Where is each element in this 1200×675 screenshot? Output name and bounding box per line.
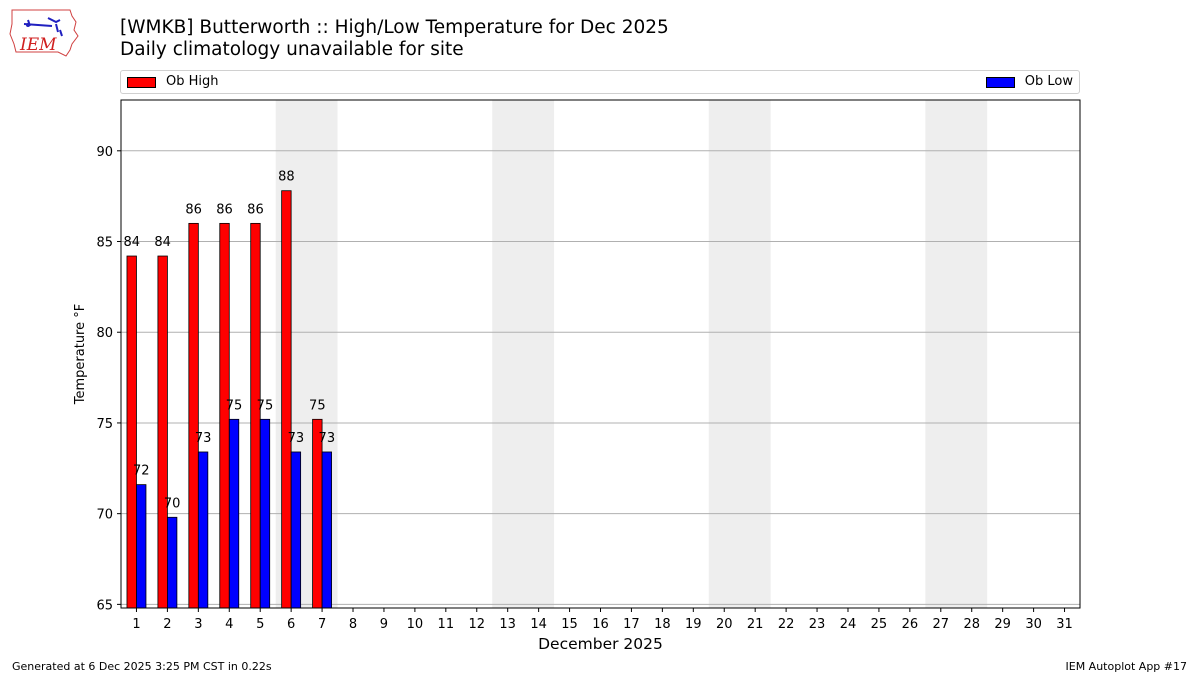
footer-app: IEM Autoplot App #17 xyxy=(1065,660,1188,673)
bar-low xyxy=(197,451,209,609)
x-tick-label: 25 xyxy=(871,617,888,632)
bar-high-label: 75 xyxy=(309,398,326,413)
bar-high-label: 88 xyxy=(278,170,295,185)
x-tick-label: 10 xyxy=(407,617,424,632)
x-tick-label: 23 xyxy=(809,617,826,632)
legend-item-high: Ob High xyxy=(127,75,219,89)
x-tick-label: 24 xyxy=(840,617,857,632)
x-tick-label: 5 xyxy=(256,617,264,632)
bar-low-label: 75 xyxy=(226,398,243,413)
x-tick-label: 7 xyxy=(318,617,326,632)
x-tick-label: 22 xyxy=(778,617,795,632)
bar-low xyxy=(321,451,332,609)
bar-high xyxy=(281,190,292,609)
x-tick-label: 12 xyxy=(468,617,485,632)
x-tick-label: 8 xyxy=(349,617,357,632)
y-tick-label: 65 xyxy=(96,598,113,613)
legend-item-low: Ob Low xyxy=(985,74,1073,89)
bar-high-label: 86 xyxy=(247,202,264,217)
x-tick-label: 2 xyxy=(163,617,171,632)
bar-high-label: 84 xyxy=(123,235,140,250)
x-tick-label: 14 xyxy=(530,617,547,632)
x-tick-label: 17 xyxy=(623,617,640,632)
x-tick-label: 19 xyxy=(685,617,702,632)
x-tick-label: 28 xyxy=(963,617,980,632)
bar-low xyxy=(167,516,178,609)
bar-high xyxy=(126,255,137,609)
x-axis-label: December 2025 xyxy=(538,635,663,653)
title-line-1: [WMKB] Butterworth :: High/Low Temperatu… xyxy=(120,17,669,38)
x-tick-label: 27 xyxy=(933,617,950,632)
weekend-band xyxy=(492,100,555,608)
y-tick-label: 80 xyxy=(96,326,113,341)
x-tick-label: 11 xyxy=(438,617,455,632)
x-tick-label: 3 xyxy=(194,617,202,632)
bar-high xyxy=(312,418,323,609)
bar-high xyxy=(219,222,230,609)
bar-high xyxy=(188,222,199,609)
bar-low-label: 70 xyxy=(164,496,181,511)
bar-low-label: 73 xyxy=(288,431,305,446)
bar-high-label: 86 xyxy=(185,202,202,217)
x-tick-label: 31 xyxy=(1056,617,1073,632)
x-tick-label: 1 xyxy=(132,617,140,632)
bar-low-label: 72 xyxy=(133,464,150,479)
svg-text:IEM: IEM xyxy=(19,35,57,55)
legend-swatch-high xyxy=(127,76,156,88)
weekend-band xyxy=(925,100,988,608)
bar-low-label: 73 xyxy=(195,431,212,446)
title-line-2: Daily climatology unavailable for site xyxy=(120,39,464,60)
bar-low xyxy=(228,418,240,609)
bar-high xyxy=(157,255,168,609)
x-tick-label: 29 xyxy=(994,617,1011,632)
weekend-band xyxy=(708,100,771,608)
x-tick-label: 20 xyxy=(716,617,733,632)
footer-generated: Generated at 6 Dec 2025 3:25 PM CST in 0… xyxy=(12,660,272,673)
bar-low xyxy=(259,418,271,609)
legend-swatch-low xyxy=(985,76,1015,88)
bar-low xyxy=(136,484,147,609)
x-tick-label: 9 xyxy=(380,617,388,632)
bar-low xyxy=(290,451,302,609)
bar-high xyxy=(250,222,261,609)
chart-title: [WMKB] Butterworth :: High/Low Temperatu… xyxy=(120,17,669,61)
y-tick-label: 90 xyxy=(96,145,113,160)
x-tick-label: 21 xyxy=(747,617,764,632)
x-tick-label: 16 xyxy=(592,617,609,632)
x-tick-label: 26 xyxy=(902,617,919,632)
y-tick-label: 85 xyxy=(96,236,113,251)
y-axis-label: Temperature °F xyxy=(73,304,88,405)
bar-high-label: 86 xyxy=(216,202,233,217)
y-tick-label: 70 xyxy=(96,508,113,523)
x-tick-label: 13 xyxy=(499,617,516,632)
bar-low-label: 75 xyxy=(257,398,274,413)
legend-label-high: Ob High xyxy=(166,74,219,89)
bar-low-label: 73 xyxy=(319,431,336,446)
x-tick-label: 15 xyxy=(561,617,578,632)
legend-label-low: Ob Low xyxy=(1024,74,1073,89)
iem-logo: IEM xyxy=(9,9,79,57)
x-tick-label: 6 xyxy=(287,617,295,632)
x-tick-label: 30 xyxy=(1025,617,1042,632)
x-tick-label: 18 xyxy=(654,617,671,632)
x-tick-label: 4 xyxy=(225,617,233,632)
legend: Ob High Ob Low xyxy=(120,70,1080,94)
bar-high-label: 84 xyxy=(154,235,171,250)
y-tick-label: 75 xyxy=(96,417,113,432)
